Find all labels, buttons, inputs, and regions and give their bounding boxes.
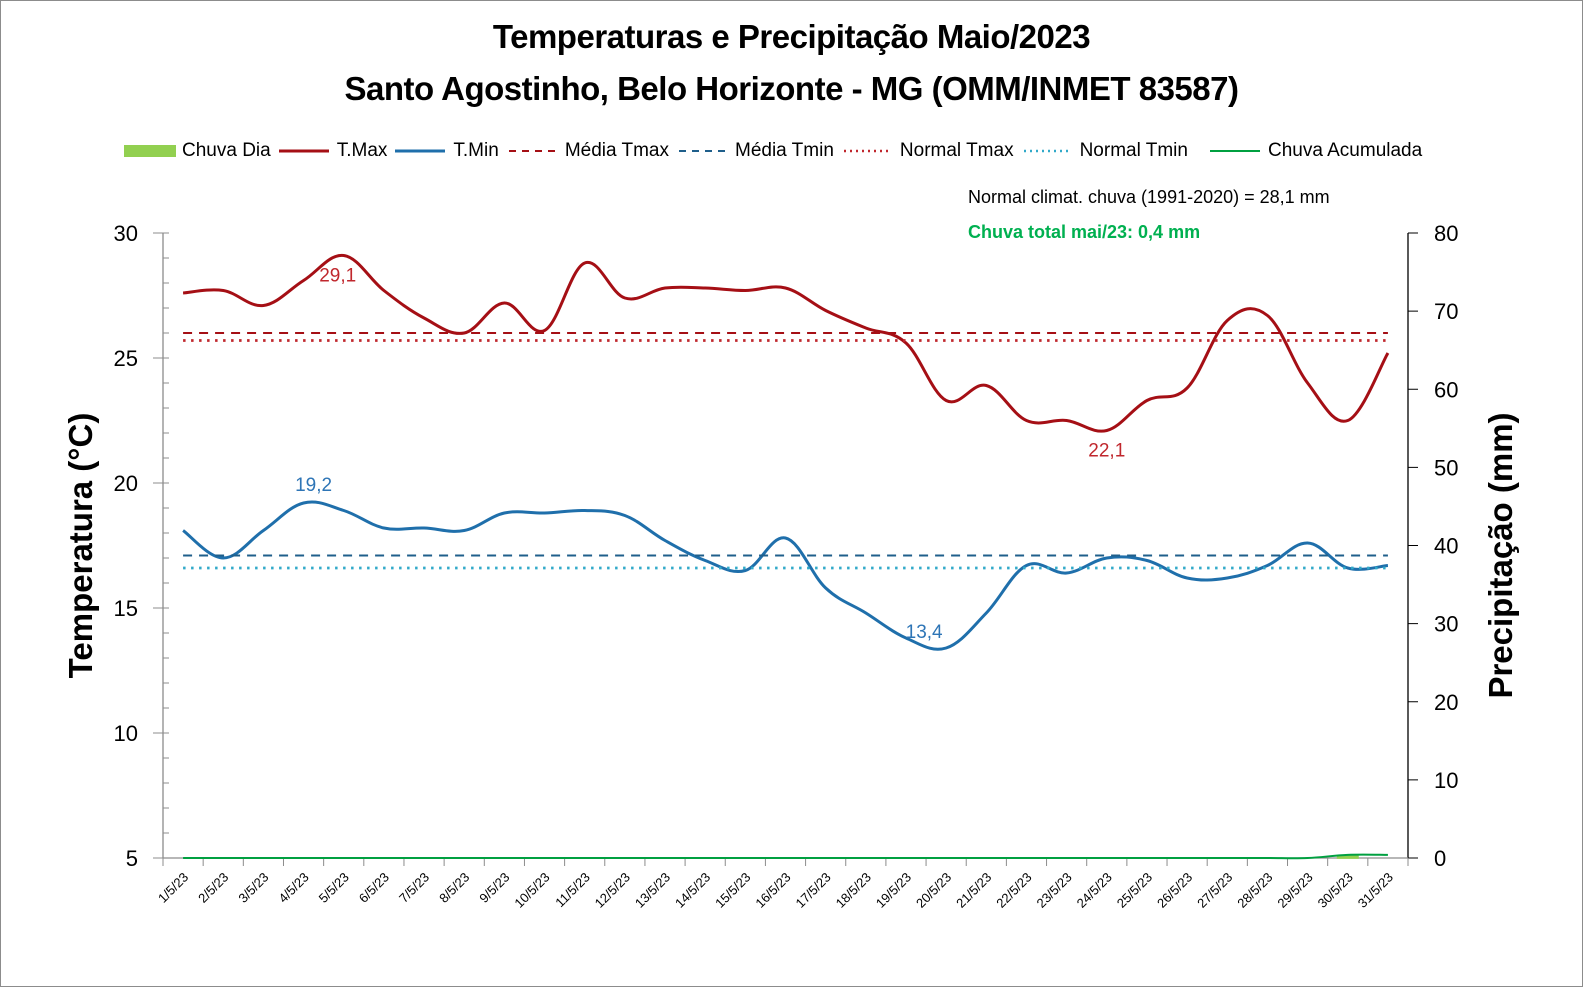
x-tick-label: 8/5/23 (436, 870, 472, 906)
line-chuva-acumulada (183, 853, 1388, 860)
x-tick-label: 16/5/23 (752, 870, 793, 911)
legend-label: Chuva Dia (182, 140, 271, 161)
legend-item-tmin: T.Min (395, 140, 499, 162)
x-tick-label: 26/5/23 (1154, 870, 1195, 911)
x-tick-label: 21/5/23 (953, 870, 994, 911)
chart-marks (182, 253, 1390, 860)
y2-tick-label: 70 (1434, 299, 1458, 324)
legend-swatch-tmin (395, 145, 447, 157)
x-tick-label: 24/5/23 (1074, 870, 1115, 911)
y2-tick-label: 40 (1434, 534, 1458, 559)
data-label: 29,1 (319, 266, 356, 287)
y2-tick-label: 60 (1434, 377, 1458, 402)
chart-title: Temperaturas e Precipitação Maio/2023 (492, 18, 1091, 55)
y2-tick-label: 50 (1434, 455, 1458, 480)
legend-label: Média Tmax (564, 140, 669, 161)
x-tick-label: 27/5/23 (1194, 870, 1235, 911)
chart-labels: 5 10 15 20 25 30 0 10 20 30 40 50 60 70 80 1/5/23 2/5/23… (62, 221, 1519, 911)
x-tick-label: 23/5/23 (1033, 870, 1074, 911)
legend-label: Chuva Acumulada (1267, 140, 1423, 161)
axes (153, 232, 1418, 866)
x-tick-label: 10/5/23 (511, 870, 552, 911)
legend-label: Normal Tmax (899, 140, 1014, 161)
x-tick-label: 2/5/23 (195, 870, 231, 906)
x-tick-label: 15/5/23 (712, 870, 753, 911)
x-tick-label: 30/5/23 (1315, 870, 1356, 911)
legend-swatch-normal-tmin (1022, 145, 1074, 157)
x-tick-label: 6/5/23 (356, 870, 392, 906)
y2-tick-label: 20 (1434, 690, 1458, 715)
x-tick-label: 14/5/23 (672, 870, 713, 911)
x-tick-label: 20/5/23 (913, 870, 954, 911)
y-tick-label: 30 (114, 221, 138, 246)
legend-swatch-media-tmax (507, 145, 559, 157)
x-tick-label: 28/5/23 (1234, 870, 1275, 911)
x-tick-label: 25/5/23 (1114, 870, 1155, 911)
legend-item-tmax: T.Max (278, 140, 388, 162)
x-tick-label: 3/5/23 (235, 870, 271, 906)
y2-tick-label: 0 (1434, 846, 1446, 871)
x-tick-label: 31/5/23 (1355, 870, 1396, 911)
x-tick-label: 13/5/23 (632, 870, 673, 911)
legend-item-media-tmin: Média Tmin (677, 140, 834, 162)
legend-swatch-tmax (278, 145, 331, 157)
legend-label: T.Max (336, 140, 388, 161)
chart-subtitle: Santo Agostinho, Belo Horizonte - MG (OM… (344, 70, 1239, 107)
y2-tick-label: 30 (1434, 612, 1458, 637)
x-tick-label: 19/5/23 (873, 870, 914, 911)
x-tick-label: 18/5/23 (833, 870, 874, 911)
total-rain-note: Chuva total mai/23: 0,4 mm (968, 222, 1201, 242)
x-tick-label: 9/5/23 (476, 870, 512, 906)
x-tick-label: 4/5/23 (276, 870, 312, 906)
y-tick-label: 20 (114, 471, 138, 496)
x-tick-label: 1/5/23 (155, 870, 191, 906)
data-label: 19,2 (295, 475, 332, 496)
y-tick-label: 10 (114, 721, 138, 746)
data-label: 22,1 (1088, 441, 1125, 462)
x-tick-label: 29/5/23 (1274, 870, 1315, 911)
legend-swatch-chuva-dia (124, 145, 176, 157)
x-tick-label: 5/5/23 (316, 870, 352, 906)
y2-tick-label: 80 (1434, 221, 1458, 246)
legend-item-media-tmax: Média Tmax (507, 140, 669, 162)
data-label: 13,4 (906, 622, 943, 643)
normal-rain-note: Normal climat. chuva (1991-2020) = 28,1 … (968, 187, 1330, 207)
x-tick-label: 22/5/23 (993, 870, 1034, 911)
y2-axis-title: Precipitação (mm) (1482, 412, 1519, 698)
y2-tick-label: 10 (1434, 768, 1458, 793)
x-tick-label: 17/5/23 (793, 870, 834, 911)
legend-swatch-chuva-acumulada (1209, 145, 1262, 157)
y-tick-label: 5 (126, 846, 138, 871)
legend-swatch-normal-tmax (842, 145, 894, 157)
legend-item-normal-tmin: Normal Tmin (1022, 140, 1188, 162)
x-tick-label: 12/5/23 (592, 870, 633, 911)
legend-item-chuva-acumulada: Chuva Acumulada (1209, 140, 1423, 162)
y-axis-title: Temperatura (°C) (62, 413, 99, 679)
legend: Chuva Dia T.Max T.Min Média Tmax Média T… (124, 138, 1430, 164)
line-t-max (182, 253, 1390, 433)
x-tick-label: 7/5/23 (396, 870, 432, 906)
legend-label: Normal Tmin (1079, 140, 1188, 161)
legend-swatch-media-tmin (677, 145, 729, 157)
legend-label: Média Tmin (735, 140, 834, 161)
y-tick-label: 25 (114, 346, 138, 371)
legend-label: T.Min (453, 140, 499, 161)
legend-item-chuva-dia: Chuva Dia (124, 140, 271, 162)
line-t-min (182, 500, 1389, 651)
x-tick-label: 11/5/23 (552, 870, 593, 911)
legend-item-normal-tmax: Normal Tmax (842, 140, 1014, 162)
bar-chuva-dia (1336, 854, 1359, 859)
y-tick-label: 15 (114, 596, 138, 621)
